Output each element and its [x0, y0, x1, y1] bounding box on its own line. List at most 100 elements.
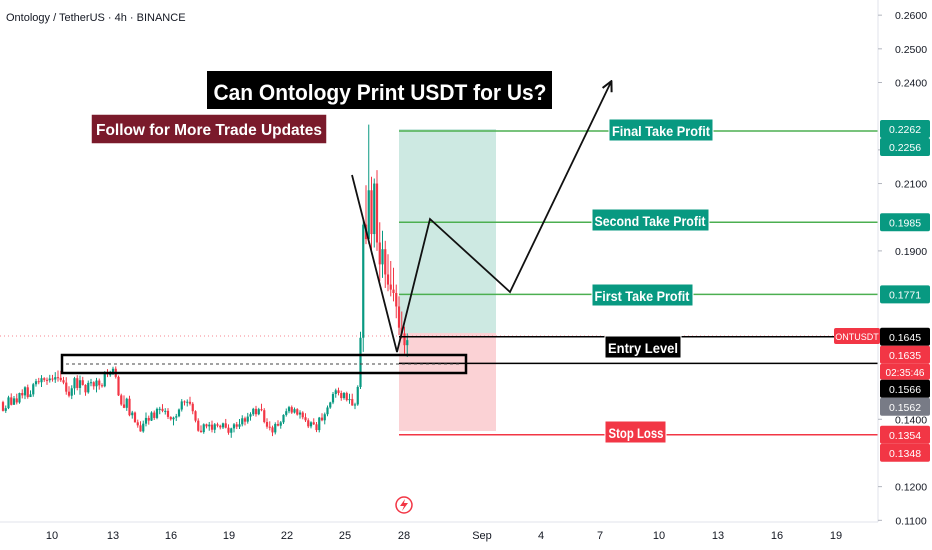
price-axis-tags: 0.2262 0.2256 0.1985 0.1771 0.1645 0.1635 02:3…	[880, 119, 930, 462]
price-tag	[880, 285, 930, 304]
candle-body	[257, 409, 260, 415]
time-tick-label: 10	[46, 530, 58, 542]
candle-body	[136, 422, 139, 426]
candle-body	[87, 382, 90, 393]
candle-body	[81, 380, 84, 385]
candle-body	[238, 424, 241, 427]
price-tag	[880, 379, 930, 398]
candle-body	[230, 428, 233, 433]
price-tick-label: 0.2600	[895, 10, 927, 22]
countdown-label: 02:35:46	[886, 368, 925, 379]
candle-body	[359, 337, 362, 387]
candle-body	[191, 403, 194, 412]
price-tag-label: 0.1771	[889, 289, 921, 301]
candle-body	[243, 418, 247, 422]
candle-body	[309, 422, 313, 427]
candle-body	[323, 414, 326, 421]
price-tick-label: 0.2100	[895, 179, 927, 191]
candle-body	[84, 384, 87, 393]
event-icon[interactable]	[395, 496, 413, 514]
candle-body	[54, 377, 57, 380]
candle-body	[381, 249, 384, 265]
candle-body	[279, 422, 282, 426]
time-axis-ticks: 10 13 16 19 22 25 28 Sep 4 7 10 13 16 19	[46, 530, 842, 542]
candle-body	[161, 408, 164, 411]
candle-body	[76, 378, 79, 388]
candle-body	[301, 412, 304, 418]
candle-body	[312, 422, 315, 425]
candle-body	[373, 183, 376, 235]
candle-body	[329, 402, 332, 408]
candle-body	[276, 423, 280, 426]
price-tag-label: 0.1348	[889, 448, 921, 460]
candle-body	[282, 414, 285, 423]
price-tag-label: 0.1635	[889, 350, 921, 362]
candle-body	[287, 407, 291, 412]
first-tp-label-box	[591, 283, 694, 307]
candle-body	[268, 426, 271, 428]
candle-body	[392, 289, 395, 293]
candle-body	[164, 410, 167, 412]
time-tick-label: 22	[281, 530, 293, 542]
candle-body	[263, 410, 266, 422]
candle-body	[92, 382, 95, 387]
price-tick-label: 0.2500	[895, 44, 927, 56]
candle-body	[271, 427, 274, 433]
candle-body	[342, 393, 346, 399]
candle-body	[186, 401, 189, 403]
candle-body	[384, 249, 387, 275]
candle-body	[18, 393, 21, 403]
time-axis[interactable]	[0, 522, 878, 550]
candle-body	[293, 409, 296, 413]
candle-body	[100, 385, 104, 387]
price-tag-label: 0.1985	[889, 217, 921, 229]
price-tag-label: 0.1354	[889, 430, 921, 442]
candle-body	[334, 390, 337, 395]
candle-body	[37, 381, 40, 383]
candle-body	[224, 423, 227, 428]
candle-body	[345, 393, 348, 401]
candle-body	[362, 224, 365, 338]
price-tag-label: 0.1645	[889, 332, 921, 344]
candle-body	[194, 411, 197, 421]
time-tick-label: 4	[538, 530, 544, 542]
candle-body	[43, 378, 46, 380]
candle-body	[144, 417, 148, 424]
candle-body	[367, 190, 370, 240]
candle-body	[389, 284, 392, 290]
price-tick-label: 0.2400	[895, 78, 927, 90]
candle-body	[78, 380, 82, 388]
candle-body	[62, 380, 65, 383]
time-tick-label: 25	[339, 530, 351, 542]
entry-label-box	[604, 335, 682, 359]
candle-body	[265, 421, 269, 427]
candle-body	[109, 374, 112, 376]
candle-body	[348, 399, 351, 401]
candle-body	[147, 417, 150, 421]
candle-body	[318, 417, 321, 431]
headline-text: Can Ontology Print USDT for Us?	[214, 80, 547, 105]
second-tp-label: Second Take Profit	[595, 213, 706, 229]
candle-body	[285, 411, 288, 415]
candle-body	[397, 306, 401, 328]
time-tick-label: 28	[398, 530, 410, 542]
candle-body	[10, 397, 13, 405]
price-tag-label: 0.2256	[889, 142, 921, 154]
candle-body	[375, 183, 379, 243]
price-tag	[880, 425, 930, 444]
candle-body	[1, 402, 5, 411]
candle-body	[40, 378, 43, 383]
time-tick-label: 13	[107, 530, 119, 542]
candle-body	[103, 372, 106, 387]
candle-body	[216, 424, 219, 426]
price-tag-label: 0.1562	[889, 402, 921, 414]
candle-body	[172, 417, 175, 420]
candle-body	[95, 380, 98, 387]
candle-body	[34, 381, 38, 385]
candle-body	[296, 409, 299, 415]
price-tag	[880, 397, 930, 416]
candle-body	[403, 333, 406, 346]
candle-body	[131, 412, 134, 416]
candle-body	[353, 404, 357, 406]
